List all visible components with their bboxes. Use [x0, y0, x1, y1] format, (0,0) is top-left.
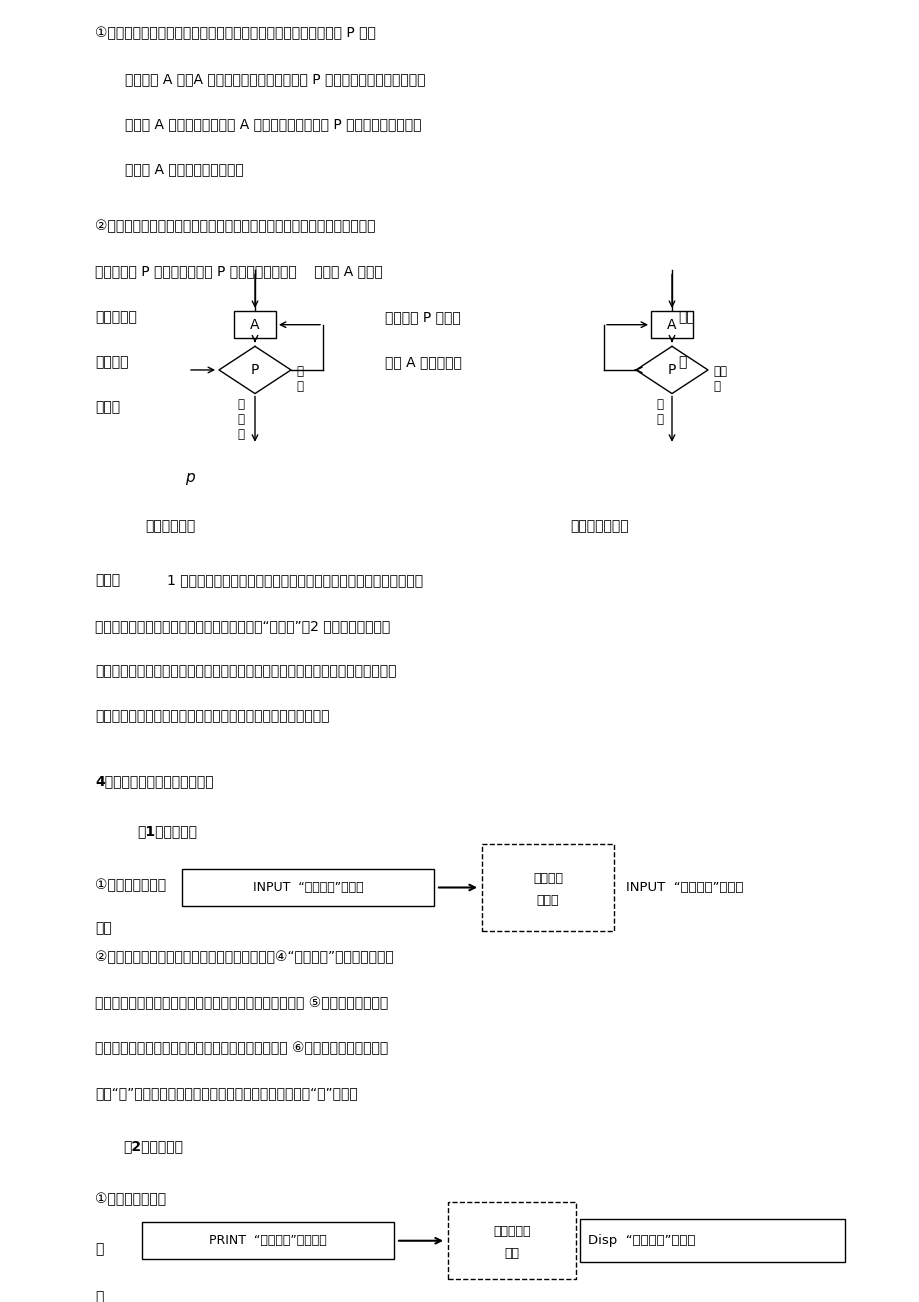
Text: 直到型循环结构: 直到型循环结构: [570, 519, 628, 534]
Polygon shape: [219, 346, 290, 393]
Text: P: P: [251, 363, 259, 378]
Text: 么样的信息，变量是指程序在运行时其值是可以变化的量 ⑤输入语句要求输入: 么样的信息，变量是指程序在运行时其值是可以变化的量 ⑤输入语句要求输入: [95, 996, 388, 1010]
Bar: [182, 868, 434, 906]
Text: 定的条件 P 成立为: 定的条件 P 成立为: [384, 310, 460, 324]
Text: p: p: [185, 470, 195, 486]
Text: 不
成
立: 不 成 立: [237, 398, 244, 441]
Text: 再执行 A 框，离开循环结构。: 再执行 A 框，离开循环结构。: [125, 163, 244, 176]
Text: 图形计算器: 图形计算器: [493, 1225, 530, 1238]
Text: 环: 环: [677, 355, 686, 370]
Text: 时，执行 A 框，A 框执行完毕后，再判断条件 P 是否成立，如果仍然成立，: 时，执行 A 框，A 框执行完毕后，再判断条件 P 是否成立，如果仍然成立，: [125, 72, 425, 86]
Text: A: A: [250, 318, 259, 332]
Text: 的值只能是具体的常数，不能是函数、变量或表达式 ⑥提示内容与变量之间用: 的值只能是具体的常数，不能是函数、变量或表达式 ⑥提示内容与变量之间用: [95, 1042, 388, 1055]
Text: PRINT  “提示内容”；表达式: PRINT “提示内容”；表达式: [209, 1234, 326, 1247]
Text: ①一类是当型循环结构，如下左图所示，它的功能是当给定的条件 P 成立: ①一类是当型循环结构，如下左图所示，它的功能是当给定的条件 P 成立: [95, 26, 376, 40]
Text: 格: 格: [95, 1242, 103, 1256]
Text: 成
立: 成 立: [296, 365, 302, 393]
Text: 执行 A 框，离开循: 执行 A 框，离开循: [384, 355, 461, 370]
Polygon shape: [635, 346, 708, 393]
Text: ②输入语句的作用是实现算法的输入信息功能；④“提示内容”提示用户输入什: ②输入语句的作用是实现算法的输入信息功能；④“提示内容”提示用户输入什: [95, 950, 393, 965]
Text: 计数变量和累加变量一般是同步执行的，累加一次，计数一次。: 计数变量和累加变量一般是同步执行的，累加一次，计数一次。: [95, 710, 329, 724]
Text: 止，: 止，: [677, 310, 694, 324]
Text: 图形计算: 图形计算: [532, 872, 562, 885]
Bar: [482, 844, 613, 931]
Text: 到某一次给: 到某一次给: [95, 310, 137, 324]
Text: Disp  “提示内容”，变量: Disp “提示内容”，变量: [587, 1234, 695, 1247]
Bar: [448, 1202, 575, 1279]
Text: （2）输出语句: （2）输出语句: [123, 1139, 183, 1154]
Text: INPUT  “提示内容”，变量: INPUT “提示内容”，变量: [625, 881, 743, 894]
Text: 器格式: 器格式: [536, 893, 559, 906]
Bar: [233, 311, 276, 339]
Text: A: A: [666, 318, 676, 332]
Text: INPUT  “提示内容”；变量: INPUT “提示内容”；变量: [253, 881, 363, 894]
Bar: [579, 1219, 844, 1263]
Text: 4：输入、输出语句和赋值语句: 4：输入、输出语句和赋值语句: [95, 775, 213, 788]
Text: 此，循环结构中一定包含条件结构，但不允许“死循环”。2 在循环结构中都有: 此，循环结构中一定包含条件结构，但不允许“死循环”。2 在循环结构中都有: [95, 618, 390, 633]
Text: 给定的条件 P 是否成立，如果 P 仍然不成立，则继    续执行 A 框，直: 给定的条件 P 是否成立，如果 P 仍然不成立，则继 续执行 A 框，直: [95, 264, 382, 279]
Text: ①输入语句的一般: ①输入语句的一般: [95, 879, 166, 893]
Text: 一个计数变量和累加变量。计数变量用于记录循环次数，累加变量用于输出结果。: 一个计数变量和累加变量。计数变量用于记录循环次数，累加变量用于输出结果。: [95, 664, 396, 678]
Bar: [142, 1223, 393, 1259]
Text: 成
立: 成 立: [656, 398, 663, 427]
Text: 此时不再: 此时不再: [95, 355, 129, 370]
Text: P: P: [667, 363, 675, 378]
Text: 1 循环结构要在某个条件下终止循环，这就需要条件结构来判断。因: 1 循环结构要在某个条件下终止循环，这就需要条件结构来判断。因: [167, 574, 423, 587]
Text: 不成
立: 不成 立: [712, 365, 726, 393]
Text: ①输出语句的一般: ①输出语句的一般: [95, 1193, 166, 1207]
Text: 结构。: 结构。: [95, 401, 120, 414]
Text: 格式: 格式: [95, 921, 111, 935]
Text: ②另一类是直到型循环结构，如下右图所示，它的功能是先执行，然后判断: ②另一类是直到型循环结构，如下右图所示，它的功能是先执行，然后判断: [95, 220, 375, 233]
Text: 当型循环结构: 当型循环结构: [145, 519, 195, 534]
Text: 格式: 格式: [504, 1247, 519, 1260]
Text: 分号“；”隔开，若输入多个变量，变量与变量之间用逗号“，”隔开。: 分号“；”隔开，若输入多个变量，变量与变量之间用逗号“，”隔开。: [95, 1086, 357, 1100]
Text: 注意：: 注意：: [95, 574, 120, 587]
Bar: [651, 311, 692, 339]
Text: 再执行 A 框，如此反复执行 A 框，直到某一次条件 P 不成立为止，此时不: 再执行 A 框，如此反复执行 A 框，直到某一次条件 P 不成立为止，此时不: [125, 117, 421, 132]
Text: 式: 式: [95, 1290, 103, 1302]
Text: （1）输入语句: （1）输入语句: [137, 824, 197, 838]
